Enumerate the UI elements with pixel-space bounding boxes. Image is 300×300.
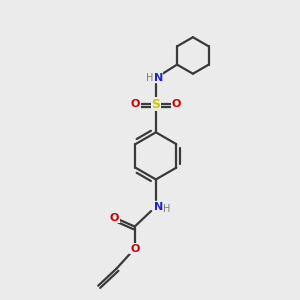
Text: O: O [172, 99, 181, 110]
Text: O: O [130, 99, 140, 110]
Text: S: S [152, 98, 160, 111]
Text: O: O [130, 244, 140, 254]
Text: O: O [110, 213, 119, 223]
Text: N: N [154, 73, 163, 83]
Text: H: H [164, 204, 171, 214]
Text: N: N [154, 202, 163, 212]
Text: H: H [146, 73, 153, 83]
